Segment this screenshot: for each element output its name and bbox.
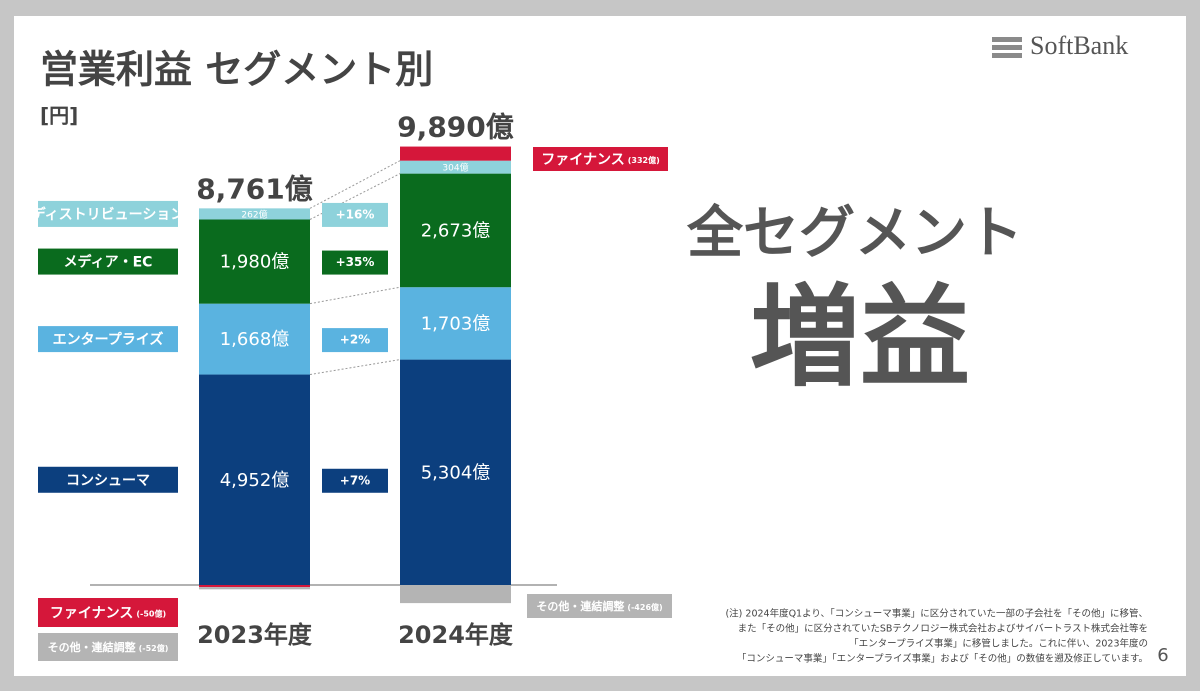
change-label: +35% [336,255,375,269]
callout-value: (332億) [628,155,660,165]
connector [309,359,401,376]
bar-segment [199,587,310,590]
legend-label: メディア・EC [64,254,153,271]
segment-label: 5,304億 [421,462,491,483]
callout-box [527,594,672,618]
legend-box [38,326,178,353]
bar-segment [400,585,511,604]
callout-box [38,633,178,661]
bar-segment [199,208,310,220]
segment-label: 1,703億 [421,313,491,334]
change-label: +16% [336,207,375,221]
bar-segment [400,160,511,174]
page-number: 6 [1157,645,1168,666]
category-label: 2024年度 [398,621,514,649]
callout-name: ファイナンス [541,152,624,168]
change-box [322,202,388,227]
legend-box [38,200,178,227]
callout-label: ファイナンス (332億) [541,152,659,168]
callout-box [38,598,178,627]
change-label: +2% [340,333,370,347]
legend-box [38,248,178,275]
total-label: 9,890億 [397,111,514,144]
segment-label: 1,980億 [220,252,290,273]
bar-segment [199,374,310,585]
callout-box [533,147,668,171]
callout-label: その他・連結調整 (-52億) [48,640,169,654]
logo: SoftBank [1030,31,1128,60]
bar-segment [199,219,310,304]
connector [309,286,401,305]
callout-label: ファイナンス (-50億) [50,606,166,622]
bar-segment [400,173,511,288]
title: 営業利益 セグメント別 [40,48,433,92]
segment-label: 1,668億 [220,329,290,350]
callout-value: (-50億) [136,608,166,618]
bar-segment [199,585,310,588]
category-label: 2023年度 [197,621,313,649]
bar-segment [400,359,511,585]
footnote-line: 「エンタープライズ事業」に移管しました。これに伴い、2023年度の [849,638,1148,650]
legend-label: エンタープライズ [53,331,164,348]
segment-label: 4,952億 [220,470,290,491]
message-line: 全セグメント [686,201,1023,266]
connector [309,160,401,209]
bar-segment [199,303,310,375]
change-box [322,328,388,353]
change-box [322,250,388,275]
change-box [322,468,388,493]
callout-label: その他・連結調整 (-426億) [536,599,662,613]
change-label: +7% [340,473,370,487]
footnote-line: 「コンシューマ事業」「エンタープライズ事業」および「その他」の数値を遡及修正して… [737,653,1148,665]
callout-value: (-426億) [627,602,662,612]
slide-bg [14,16,1186,676]
segment-label: 2,673億 [421,220,491,241]
callout-name: ファイナンス [50,606,133,622]
callout-name: その他・連結調整 [48,640,136,654]
bar-segment [400,146,511,161]
bar-segment [400,287,511,360]
segment-label: 262億 [241,208,267,220]
legend-label: ディストリビューション [32,206,185,223]
footnote-line: (注) 2024年度Q1より、「コンシューマ事業」に区分されていた一部の子会社を… [725,608,1148,620]
message-main: 増益 [750,273,970,401]
unit: [円] [40,104,78,128]
legend-label: コンシューマ [66,473,150,489]
logo-icon [992,37,1022,58]
callout-name: その他・連結調整 [536,599,624,613]
segment-label: 304億 [442,162,468,174]
footnote-line: また「その他」に区分されていたSBテクノロジー株式会社およびサイバートラスト株式… [738,623,1148,635]
total-label: 8,761億 [196,172,313,205]
callout-value: (-52億) [139,643,169,653]
legend-box [38,466,178,493]
